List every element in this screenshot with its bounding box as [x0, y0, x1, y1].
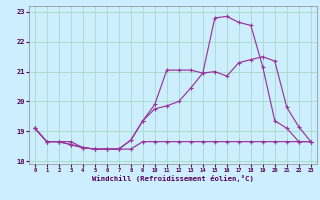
X-axis label: Windchill (Refroidissement éolien,°C): Windchill (Refroidissement éolien,°C) — [92, 175, 254, 182]
